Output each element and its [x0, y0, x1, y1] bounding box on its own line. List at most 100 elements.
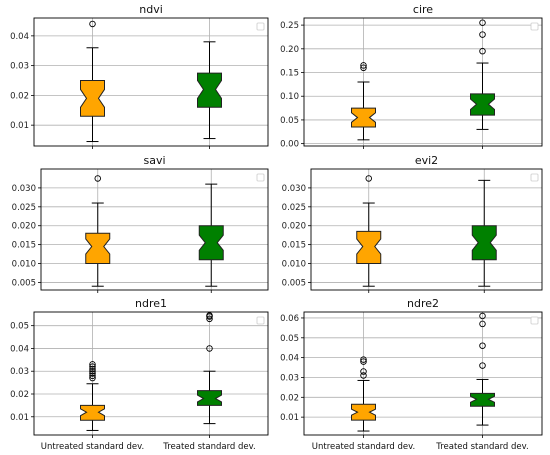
flier-point	[360, 64, 367, 72]
flier-point	[94, 175, 101, 182]
legend-box	[530, 22, 539, 31]
notched-box	[351, 107, 376, 128]
y-tick-label: 0.02	[10, 390, 29, 400]
y-tick-label: 0.025	[12, 203, 36, 213]
notched-box	[351, 403, 376, 421]
notched-box	[80, 404, 105, 421]
flier-point	[479, 19, 486, 26]
y-tick-label: 0.03	[280, 373, 299, 383]
y-tick-label: 0.04	[10, 344, 29, 354]
legend-box	[256, 316, 265, 325]
flier-point	[479, 320, 486, 328]
y-tick-label: 0.020	[12, 222, 36, 232]
flier-point	[479, 47, 486, 55]
y-tick-label: 0.03	[10, 62, 29, 72]
legend-box	[256, 22, 265, 31]
y-tick-label: 0.25	[280, 21, 299, 31]
y-tick-label: 0.05	[10, 322, 29, 332]
flier-point	[206, 345, 213, 352]
axes-frame	[310, 168, 543, 291]
legend-box	[530, 173, 539, 182]
axes-frame	[33, 311, 269, 436]
flier-point	[360, 62, 367, 69]
y-tick-label: 0.10	[280, 92, 299, 102]
chart-panel-evi2: evi2 0.005 0.010 0.015 0.020 0.025 0.030	[282, 154, 543, 293]
y-tick-label: 0.015	[12, 241, 36, 251]
y-tick-label: 0.04	[280, 354, 299, 364]
flier-point	[89, 20, 96, 28]
notched-box	[85, 232, 111, 265]
flier-point	[206, 315, 213, 323]
y-tick-label: 0.05	[280, 334, 299, 344]
axes-frame	[303, 17, 543, 147]
y-tick-label: 0.005	[12, 278, 36, 288]
chart-panel-ndre2: ndre2 0.01 0.02 0.03 0.04 0.05 0.06 Untreated s…	[280, 297, 543, 452]
flier-point	[479, 342, 486, 349]
y-tick-label: 0.04	[10, 32, 29, 42]
legend-box	[530, 316, 539, 325]
y-tick-label: 0.025	[282, 203, 306, 213]
flier-point	[89, 367, 96, 375]
y-tick-label: 0.05	[280, 116, 299, 126]
x-tick-label: Treated standard dev.	[162, 442, 255, 452]
y-tick-label: 0.015	[282, 241, 306, 251]
flier-point	[479, 362, 486, 369]
chart-title: cire	[413, 3, 433, 16]
x-tick-label: Untreated standard dev.	[312, 442, 415, 452]
axes-frame	[33, 17, 269, 147]
notched-box	[471, 225, 497, 261]
chart-panel-savi: savi 0.005 0.010 0.015 0.020 0.025 0.030	[12, 154, 269, 293]
y-tick-label: 0.02	[280, 393, 299, 403]
chart-panel-cire: cire 0.00 0.05 0.10 0.15 0.20 0.25	[280, 3, 543, 150]
y-tick-label: 0.20	[280, 45, 299, 55]
chart-panel-ndre1: ndre1 0.01 0.02 0.03 0.04 0.05 Untreated stand…	[10, 297, 269, 452]
axes-frame	[40, 168, 269, 291]
notched-box	[197, 390, 222, 406]
chart-title: ndvi	[139, 3, 163, 16]
y-tick-label: 0.01	[280, 413, 299, 423]
flier-point	[206, 312, 213, 319]
legend-box	[256, 173, 265, 182]
y-tick-label: 0.06	[280, 314, 299, 324]
notched-box	[470, 392, 495, 407]
flier-point	[360, 372, 367, 379]
notched-box	[356, 230, 382, 265]
y-tick-label: 0.01	[10, 121, 29, 131]
chart-title: ndre2	[407, 297, 439, 310]
notched-box	[197, 72, 222, 108]
y-tick-label: 0.01	[10, 413, 29, 423]
notched-box	[198, 225, 224, 261]
y-tick-label: 0.030	[282, 184, 306, 194]
notched-box	[80, 80, 105, 117]
notched-box	[470, 93, 495, 116]
flier-point	[89, 372, 96, 380]
flier-point	[479, 31, 486, 38]
chart-title: evi2	[415, 154, 438, 167]
flier-point	[365, 175, 373, 182]
chart-title: ndre1	[135, 297, 167, 310]
flier-point	[479, 312, 486, 320]
flier-point	[89, 363, 96, 370]
x-tick-label: Untreated standard dev.	[41, 442, 144, 452]
flier-point	[89, 365, 96, 373]
flier-point	[89, 374, 96, 382]
flier-point	[360, 368, 367, 375]
y-tick-label: 0.02	[10, 91, 29, 101]
flier-point	[360, 356, 367, 363]
y-tick-label: 0.010	[282, 260, 306, 270]
axes-frame	[303, 311, 543, 436]
chart-title: savi	[143, 154, 165, 167]
y-tick-label: 0.15	[280, 69, 299, 79]
x-tick-label: Treated standard dev.	[435, 442, 528, 452]
chart-panel-ndvi: ndvi 0.01 0.02 0.03 0.04	[10, 3, 269, 149]
y-tick-label: 0.030	[12, 184, 36, 194]
flier-point	[89, 361, 96, 368]
flier-point	[89, 370, 96, 377]
y-tick-label: 0.005	[282, 278, 306, 288]
y-tick-label: 0.010	[12, 260, 36, 270]
y-tick-label: 0.03	[10, 367, 29, 377]
y-tick-label: 0.020	[282, 222, 306, 232]
flier-point	[360, 358, 367, 365]
y-tick-label: 0.00	[280, 140, 299, 150]
